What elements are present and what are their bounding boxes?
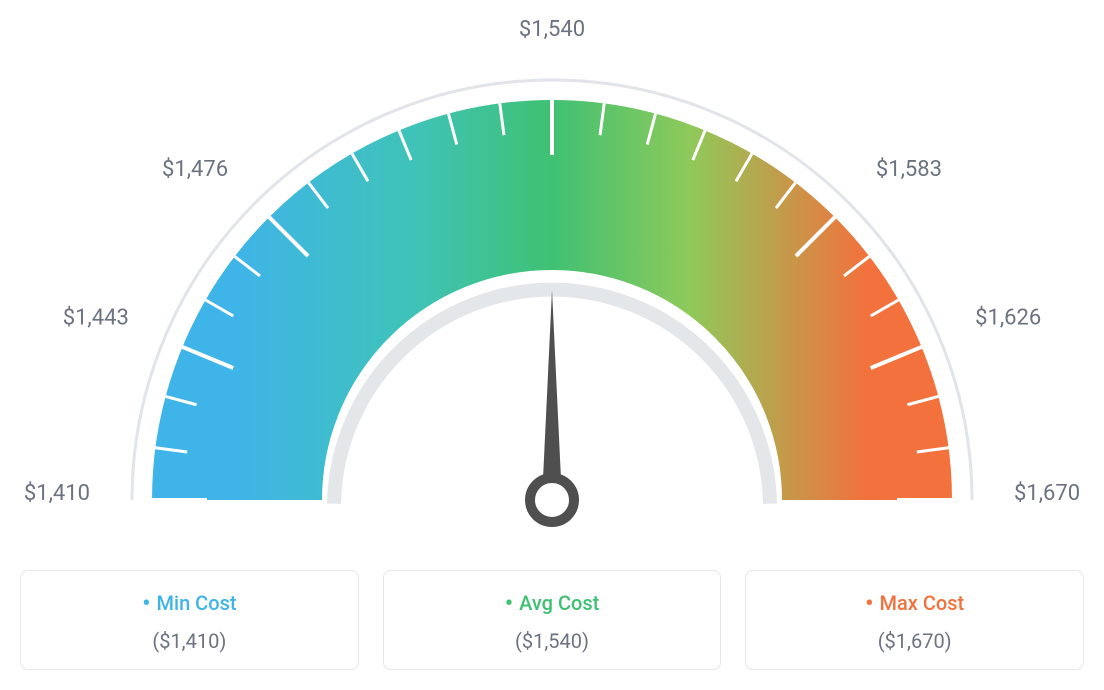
gauge-tick-label: $1,476 xyxy=(162,157,228,182)
legend-min-value: ($1,410) xyxy=(41,629,338,653)
legend-max-label: Max Cost xyxy=(766,589,1063,617)
gauge-needle xyxy=(542,290,562,500)
gauge-svg: $1,410 $1,443 $1,476 $1,540 $1,583 $1,626 $1,6… xyxy=(20,20,1084,560)
legend-avg-value: ($1,540) xyxy=(404,629,701,653)
cost-gauge-container: $1,410 $1,443 $1,476 $1,540 $1,583 $1,626 $1,6… xyxy=(20,20,1084,670)
legend-avg-label: Avg Cost xyxy=(404,589,701,617)
gauge-tick-label: $1,540 xyxy=(519,20,585,42)
gauge-tick-label: $1,583 xyxy=(876,157,942,182)
legend-card-max: Max Cost ($1,670) xyxy=(745,570,1084,670)
gauge-tick-label: $1,626 xyxy=(975,306,1041,331)
gauge-tick-label: $1,410 xyxy=(24,481,90,506)
legend-max-value: ($1,670) xyxy=(766,629,1063,653)
gauge-tick-label: $1,670 xyxy=(1014,481,1080,506)
legend-min-label: Min Cost xyxy=(41,589,338,617)
legend-card-min: Min Cost ($1,410) xyxy=(20,570,359,670)
legend-row: Min Cost ($1,410) Avg Cost ($1,540) Max … xyxy=(20,570,1084,670)
gauge-tick-label: $1,443 xyxy=(63,306,129,331)
gauge-needle-hub xyxy=(530,478,574,522)
legend-card-avg: Avg Cost ($1,540) xyxy=(383,570,722,670)
gauge-chart: $1,410 $1,443 $1,476 $1,540 $1,583 $1,626 $1,6… xyxy=(20,20,1084,560)
